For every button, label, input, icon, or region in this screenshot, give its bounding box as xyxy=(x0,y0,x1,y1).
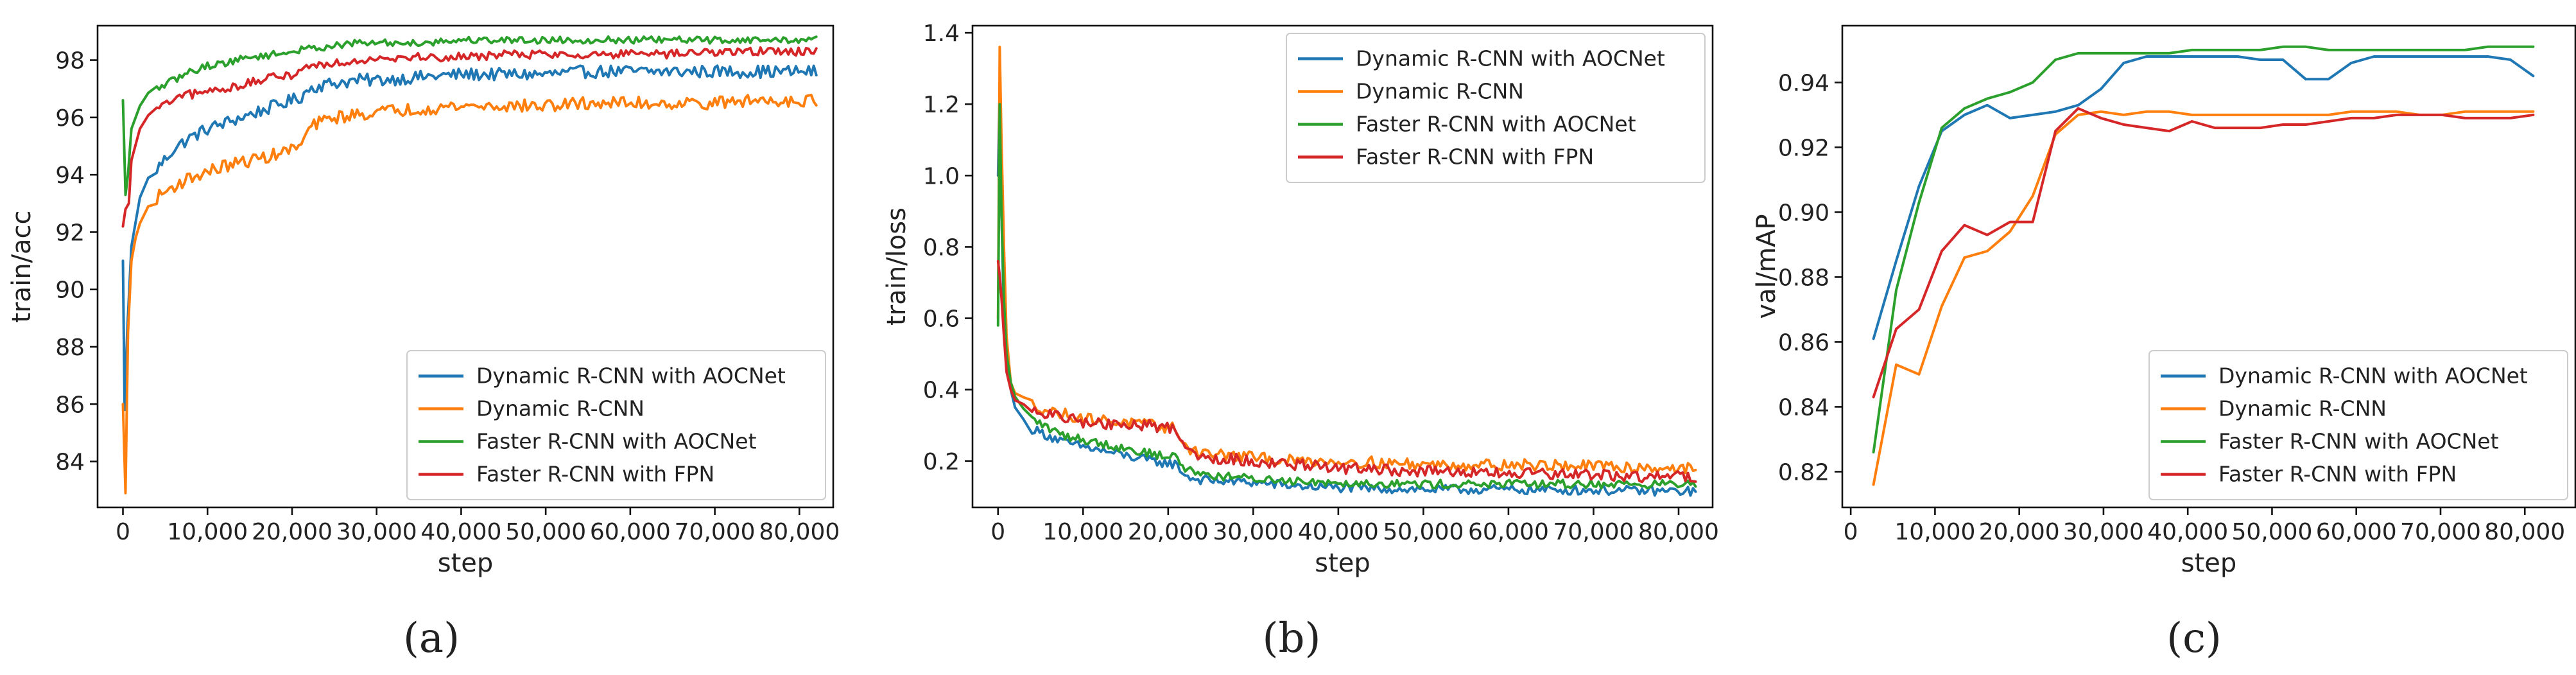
series-line-faster-r-cnn-with-aocnet xyxy=(1872,45,2535,454)
x-tick-label: 0 xyxy=(116,519,130,545)
legend-box xyxy=(2148,350,2568,500)
y-tick-label: 0.8 xyxy=(923,234,960,261)
legend-label-dynamic-r-cnn: Dynamic R-CNN xyxy=(2218,396,2387,421)
x-tick-label: 60,000 xyxy=(590,519,671,545)
y-tick-label: 90 xyxy=(55,277,85,304)
x-tick-label: 80,000 xyxy=(759,519,840,545)
legend-label-faster-r-cnn-with-aocnet: Faster R-CNN with AOCNet xyxy=(476,429,757,454)
x-tick-label: 0 xyxy=(990,519,1005,545)
panel-caption: (a) xyxy=(403,615,460,662)
panel-a: 0 10,000 20,000 30,000 40,000 50,000 60,000 70,… xyxy=(7,24,840,662)
series-group xyxy=(1872,45,2535,486)
y-tick-label: 0.2 xyxy=(923,449,960,475)
panel-caption: (c) xyxy=(2166,615,2222,662)
x-tick-label: 60,000 xyxy=(2316,519,2397,545)
legend-box xyxy=(1286,33,1706,183)
legend-label-dynamic-r-cnn: Dynamic R-CNN xyxy=(1356,79,1524,104)
series-line-faster-r-cnn-with-fpn xyxy=(996,259,1697,484)
legend: Dynamic R-CNN with AOCNet Dynamic R-CNN Fa… xyxy=(1286,33,1706,183)
y-tick-label: 86 xyxy=(55,392,85,418)
y-tick-label: 0.4 xyxy=(923,378,960,404)
x-tick-label: 70,000 xyxy=(675,519,756,545)
series-group xyxy=(121,35,818,495)
series-line-dynamic-r-cnn xyxy=(121,94,818,495)
y-tick-label: 88 xyxy=(55,335,85,361)
legend-label-faster-r-cnn-with-aocnet: Faster R-CNN with AOCNet xyxy=(2218,429,2499,454)
panel-c: 0 10,000 20,000 30,000 40,000 50,000 60,000 70,… xyxy=(1752,24,2576,662)
y-tick-label: 0.94 xyxy=(1778,70,1829,96)
x-axis-label: step xyxy=(2181,548,2237,578)
legend: Dynamic R-CNN with AOCNet Dynamic R-CNN Fa… xyxy=(406,350,826,500)
series-line-faster-r-cnn-with-aocnet xyxy=(996,103,1697,490)
x-tick-label: 0 xyxy=(1844,519,1858,545)
plot-frame xyxy=(96,24,834,509)
y-tick-label: 0.6 xyxy=(923,306,960,333)
legend-label-dynamic-r-cnn: Dynamic R-CNN xyxy=(476,396,644,421)
series-line-dynamic-r-cnn-with-aocnet xyxy=(1872,55,2535,340)
series-line-faster-r-cnn-with-aocnet xyxy=(121,35,818,197)
plot-frame xyxy=(1841,24,2576,509)
y-tick-label: 0.92 xyxy=(1778,135,1829,161)
legend-label-faster-r-cnn-with-fpn: Faster R-CNN with FPN xyxy=(1356,145,1594,170)
y-tick-label: 0.82 xyxy=(1778,459,1829,486)
x-tick-label: 20,000 xyxy=(1128,519,1209,545)
x-tick-label: 20,000 xyxy=(252,519,333,545)
x-tick-label: 40,000 xyxy=(1298,519,1379,545)
x-tick-label: 80,000 xyxy=(1638,519,1719,545)
x-tick-label: 50,000 xyxy=(1383,519,1464,545)
x-tick-label: 30,000 xyxy=(2063,519,2144,545)
x-tick-label: 10,000 xyxy=(1894,519,1975,545)
x-tick-label: 40,000 xyxy=(2147,519,2228,545)
legend-label-dynamic-r-cnn-with-aocnet: Dynamic R-CNN with AOCNet xyxy=(2218,364,2528,389)
x-tick-label: 80,000 xyxy=(2484,519,2565,545)
x-tick-label: 40,000 xyxy=(420,519,501,545)
y-tick-label: 0.88 xyxy=(1778,265,1829,291)
series-line-faster-r-cnn-with-fpn xyxy=(121,46,818,228)
x-tick-label: 50,000 xyxy=(2231,519,2312,545)
y-tick-label: 92 xyxy=(55,220,85,246)
y-tick-label: 1.0 xyxy=(923,163,960,189)
x-tick-label: 70,000 xyxy=(2400,519,2481,545)
legend: Dynamic R-CNN with AOCNet Dynamic R-CNN Fa… xyxy=(2148,350,2568,500)
legend-box xyxy=(406,350,826,500)
y-axis-label: train/loss xyxy=(882,207,912,326)
panel-caption: (b) xyxy=(1263,615,1321,662)
x-axis-label: step xyxy=(1315,548,1370,578)
series-group xyxy=(996,46,1697,497)
series-line-dynamic-r-cnn-with-aocnet xyxy=(121,64,818,412)
y-tick-label: 84 xyxy=(55,450,85,476)
legend-label-dynamic-r-cnn-with-aocnet: Dynamic R-CNN with AOCNet xyxy=(476,364,786,389)
x-tick-label: 50,000 xyxy=(505,519,586,545)
x-tick-label: 60,000 xyxy=(1468,519,1549,545)
legend-label-faster-r-cnn-with-aocnet: Faster R-CNN with AOCNet xyxy=(1356,112,1636,137)
x-tick-label: 70,000 xyxy=(1553,519,1634,545)
plot-frame xyxy=(971,24,1714,509)
legend-label-dynamic-r-cnn-with-aocnet: Dynamic R-CNN with AOCNet xyxy=(1356,46,1665,71)
y-tick-label: 94 xyxy=(55,162,85,189)
x-tick-label: 20,000 xyxy=(1979,519,2060,545)
y-tick-label: 0.90 xyxy=(1778,200,1829,226)
y-tick-label: 98 xyxy=(55,48,85,75)
y-tick-label: 0.84 xyxy=(1778,394,1829,421)
y-axis-label: val/mAP xyxy=(1752,214,1781,319)
x-tick-label: 10,000 xyxy=(1042,519,1123,545)
y-tick-label: 96 xyxy=(55,105,85,132)
x-tick-label: 10,000 xyxy=(167,519,248,545)
y-tick-label: 0.86 xyxy=(1778,329,1829,356)
x-tick-label: 30,000 xyxy=(336,519,417,545)
y-tick-label: 1.2 xyxy=(923,92,960,118)
y-tick-label: 1.4 xyxy=(923,21,960,47)
x-axis-label: step xyxy=(438,548,494,578)
x-tick-label: 30,000 xyxy=(1213,519,1293,545)
legend-label-faster-r-cnn-with-fpn: Faster R-CNN with FPN xyxy=(476,462,714,487)
series-line-dynamic-r-cnn xyxy=(996,46,1697,475)
panel-b: 0 10,000 20,000 30,000 40,000 50,000 60,000 70,… xyxy=(882,21,1719,662)
y-axis-label: train/acc xyxy=(7,210,37,322)
series-line-faster-r-cnn-with-fpn xyxy=(1872,107,2535,399)
legend-label-faster-r-cnn-with-fpn: Faster R-CNN with FPN xyxy=(2218,462,2457,487)
